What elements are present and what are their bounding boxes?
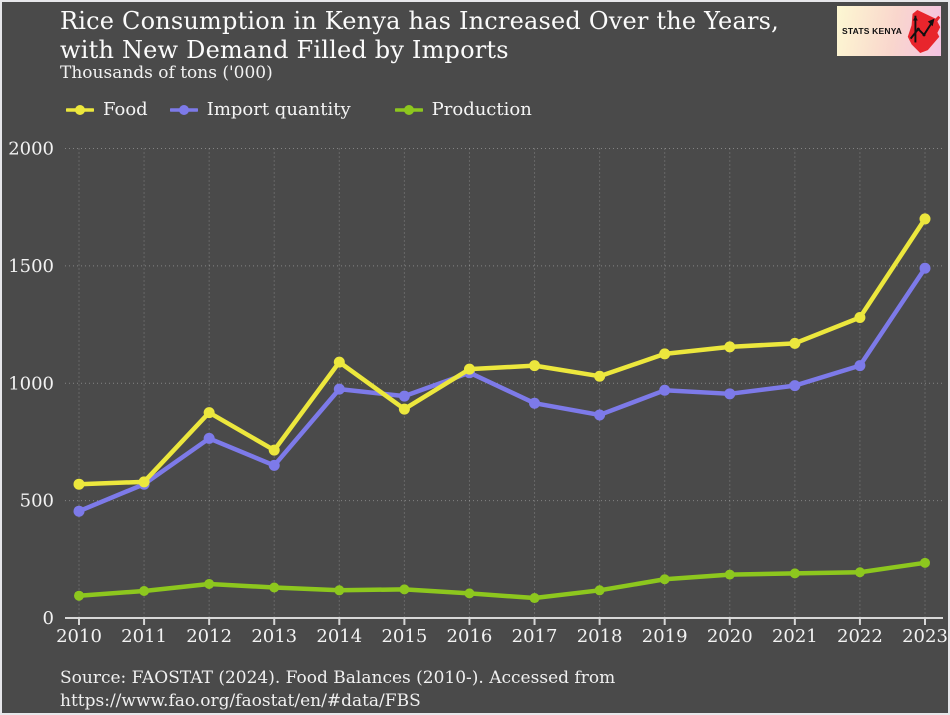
series-food — [73, 213, 931, 490]
page-title: Rice Consumption in Kenya has Increased … — [60, 7, 779, 65]
legend-item-import: Import quantity — [169, 99, 351, 120]
svg-text:2010: 2010 — [56, 626, 102, 647]
data-point — [269, 582, 280, 593]
data-point — [74, 590, 84, 601]
data-point — [204, 578, 215, 589]
svg-text:2011: 2011 — [121, 626, 167, 647]
data-point — [138, 476, 150, 488]
data-point — [920, 557, 930, 568]
svg-text:2013: 2013 — [251, 626, 297, 647]
food-line-marker-icon — [66, 104, 94, 115]
data-point — [398, 390, 410, 402]
title-line-1: Rice Consumption in Kenya has Increased … — [60, 7, 779, 35]
svg-text:2020: 2020 — [707, 626, 753, 647]
y-tick-labels: 0 500 1000 1500 2000 — [8, 139, 54, 630]
svg-text:500: 500 — [20, 491, 54, 512]
gridlines — [65, 148, 943, 618]
svg-text:2023: 2023 — [902, 626, 948, 647]
data-point — [203, 432, 215, 444]
data-point — [139, 586, 150, 597]
data-point — [594, 370, 606, 382]
series-production — [74, 557, 930, 604]
stats-kenya-logo: STATS KENYA — [837, 6, 941, 56]
svg-text:2017: 2017 — [512, 626, 558, 647]
svg-text:0: 0 — [43, 608, 54, 629]
legend-label-food: Food — [103, 99, 148, 120]
legend-label-import: Import quantity — [206, 99, 351, 120]
svg-text:2000: 2000 — [8, 139, 54, 160]
data-point — [854, 312, 866, 324]
source-note: Source: FAOSTAT (2024). Food Balances (2… — [60, 667, 615, 713]
svg-text:1500: 1500 — [8, 256, 54, 277]
data-point — [399, 584, 410, 595]
data-point — [854, 360, 866, 372]
chart-subtitle: Thousands of tons ('000) — [60, 63, 273, 83]
svg-text:2021: 2021 — [772, 626, 818, 647]
data-point — [333, 383, 345, 395]
production-line-marker-icon — [394, 104, 423, 115]
legend-label-production: Production — [431, 99, 532, 120]
data-point — [463, 363, 475, 375]
data-point — [268, 444, 280, 456]
data-point — [789, 337, 801, 349]
source-line-1: Source: FAOSTAT (2024). Food Balances (2… — [60, 668, 616, 688]
kenya-map-icon — [907, 10, 941, 53]
data-point — [73, 505, 85, 517]
source-line-2: https://www.fao.org/faostat/en/#data/FBS — [60, 690, 421, 711]
svg-text:2018: 2018 — [577, 626, 623, 647]
data-point — [398, 403, 410, 415]
svg-text:2019: 2019 — [642, 626, 688, 647]
svg-text:2022: 2022 — [837, 626, 883, 647]
import-line-marker-icon — [169, 104, 198, 115]
data-point — [659, 348, 671, 360]
data-point — [268, 459, 280, 471]
svg-text:2014: 2014 — [316, 626, 362, 647]
data-point — [594, 585, 605, 596]
x-tick-labels: 2010 2011 2012 2013 2014 2015 2016 2017 2018 2019… — [56, 626, 948, 647]
data-point — [659, 384, 671, 396]
svg-text:2012: 2012 — [186, 626, 232, 647]
data-point — [73, 478, 85, 490]
data-point — [333, 356, 345, 368]
legend-item-food: Food — [66, 99, 148, 120]
data-point — [529, 360, 541, 372]
data-point — [659, 574, 670, 585]
data-point — [724, 569, 735, 580]
logo-text: STATS KENYA — [842, 26, 903, 36]
data-point — [854, 567, 865, 578]
data-point — [529, 397, 541, 409]
x-axis — [65, 617, 943, 625]
svg-text:2016: 2016 — [447, 626, 493, 647]
data-point — [334, 585, 345, 596]
data-point — [529, 593, 540, 604]
data-point — [789, 380, 801, 392]
series-import-quantity — [73, 262, 931, 517]
data-point — [203, 407, 215, 419]
data-point — [724, 388, 736, 400]
svg-text:2015: 2015 — [381, 626, 427, 647]
data-point — [919, 213, 931, 225]
data-point — [594, 409, 606, 421]
legend-item-production: Production — [394, 99, 532, 120]
data-point — [919, 262, 931, 274]
svg-text:1000: 1000 — [8, 373, 54, 394]
title-line-2: with New Demand Filled by Imports — [60, 35, 509, 64]
data-point — [789, 568, 800, 579]
data-point — [464, 588, 475, 599]
data-point — [724, 341, 736, 353]
legend: Food Import quantity Production — [66, 99, 532, 120]
